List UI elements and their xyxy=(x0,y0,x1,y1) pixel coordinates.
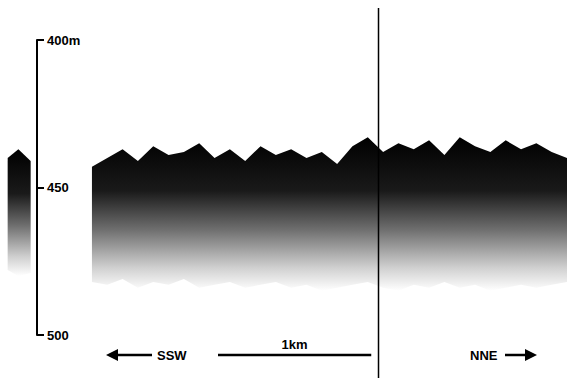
svg-text:NNE: NNE xyxy=(470,348,498,363)
svg-text:400m: 400m xyxy=(47,33,80,48)
svg-text:450: 450 xyxy=(47,180,69,195)
svg-text:SSW: SSW xyxy=(157,348,187,363)
svg-text:500: 500 xyxy=(47,328,69,343)
svg-text:1km: 1km xyxy=(282,337,308,352)
